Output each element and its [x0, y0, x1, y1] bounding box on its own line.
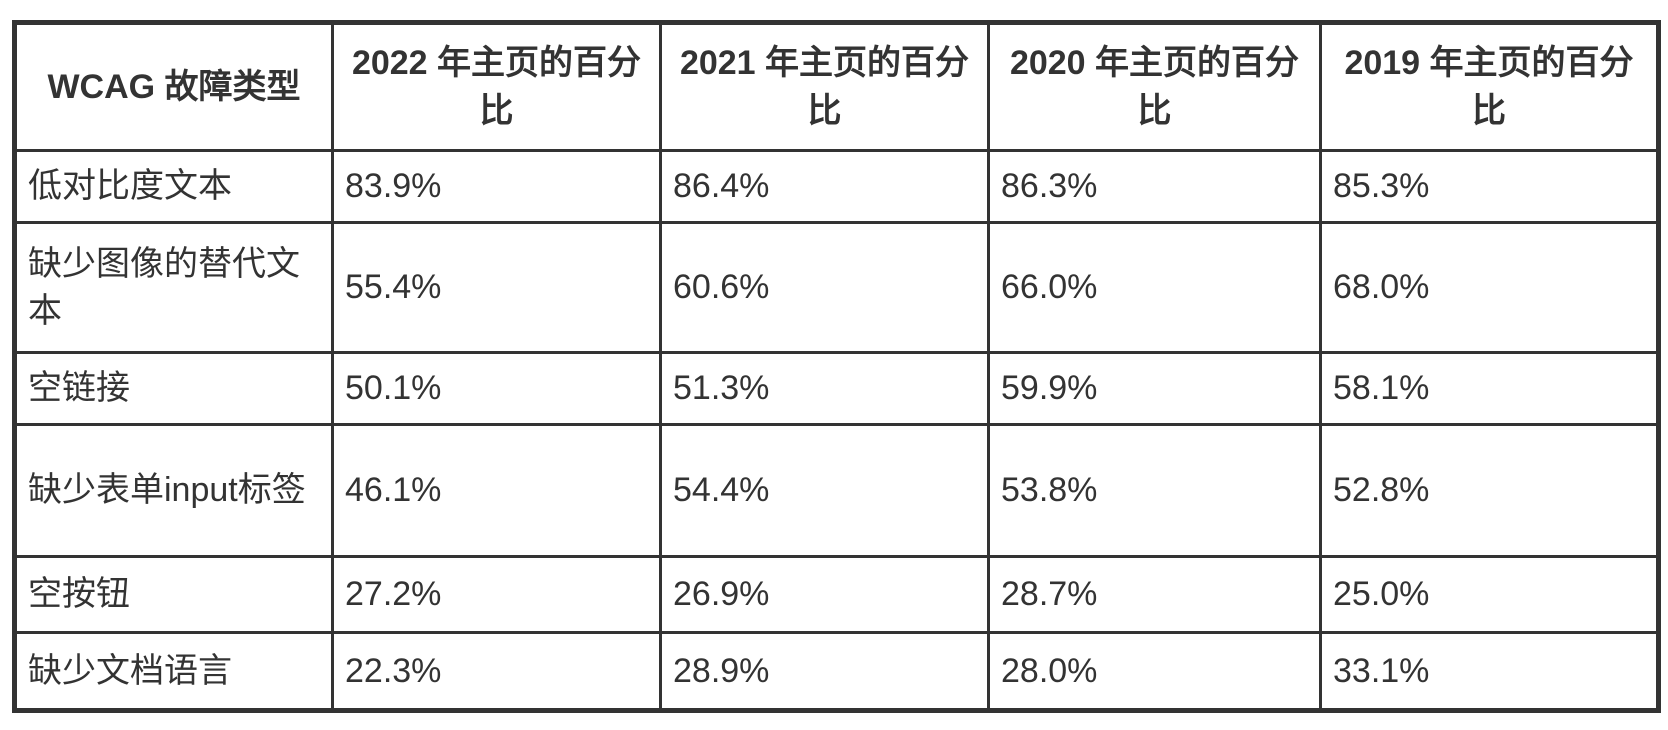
header-cell-2022: 2022 年主页的百分比: [331, 21, 662, 152]
value-cell: 28.9%: [659, 631, 990, 712]
value-cell: 51.3%: [659, 351, 990, 426]
header-cell-2021: 2021 年主页的百分比: [659, 21, 990, 152]
value-cell: 26.9%: [659, 555, 990, 634]
row-label: 空链接: [13, 351, 334, 426]
row-label: 缺少文档语言: [13, 631, 334, 712]
value-cell: 86.4%: [659, 149, 990, 224]
value-cell: 58.1%: [1319, 351, 1660, 426]
value-cell: 86.3%: [987, 149, 1322, 224]
table-row-missing-input-labels: 缺少表单input标签 46.1% 54.4% 53.8% 52.8%: [13, 423, 1660, 558]
row-label: 缺少图像的替代文本: [13, 221, 334, 354]
value-cell: 54.4%: [659, 423, 990, 558]
value-cell: 85.3%: [1319, 149, 1660, 224]
header-cell-2020: 2020 年主页的百分比: [987, 21, 1322, 152]
value-cell: 27.2%: [331, 555, 662, 634]
table-row-empty-links: 空链接 50.1% 51.3% 59.9% 58.1%: [13, 351, 1660, 426]
value-cell: 50.1%: [331, 351, 662, 426]
table-row-low-contrast: 低对比度文本 83.9% 86.4% 86.3% 85.3%: [13, 149, 1660, 224]
wcag-failure-table: WCAG 故障类型 2022 年主页的百分比 2021 年主页的百分比 2020…: [12, 20, 1661, 713]
value-cell: 53.8%: [987, 423, 1322, 558]
value-cell: 33.1%: [1319, 631, 1660, 712]
table-row-missing-alt-text: 缺少图像的替代文本 55.4% 60.6% 66.0% 68.0%: [13, 221, 1660, 354]
row-label: 低对比度文本: [13, 149, 334, 224]
value-cell: 52.8%: [1319, 423, 1660, 558]
value-cell: 59.9%: [987, 351, 1322, 426]
table-row-missing-document-language: 缺少文档语言 22.3% 28.9% 28.0% 33.1%: [13, 631, 1660, 712]
value-cell: 55.4%: [331, 221, 662, 354]
value-cell: 22.3%: [331, 631, 662, 712]
value-cell: 60.6%: [659, 221, 990, 354]
value-cell: 28.0%: [987, 631, 1322, 712]
header-cell-failure-type: WCAG 故障类型: [13, 21, 334, 152]
value-cell: 28.7%: [987, 555, 1322, 634]
value-cell: 46.1%: [331, 423, 662, 558]
value-cell: 83.9%: [331, 149, 662, 224]
value-cell: 66.0%: [987, 221, 1322, 354]
value-cell: 25.0%: [1319, 555, 1660, 634]
value-cell: 68.0%: [1319, 221, 1660, 354]
table-row-empty-buttons: 空按钮 27.2% 26.9% 28.7% 25.0%: [13, 555, 1660, 634]
row-label: 空按钮: [13, 555, 334, 634]
row-label: 缺少表单input标签: [13, 423, 334, 558]
header-cell-2019: 2019 年主页的百分比: [1319, 21, 1660, 152]
header-row: WCAG 故障类型 2022 年主页的百分比 2021 年主页的百分比 2020…: [13, 21, 1660, 152]
